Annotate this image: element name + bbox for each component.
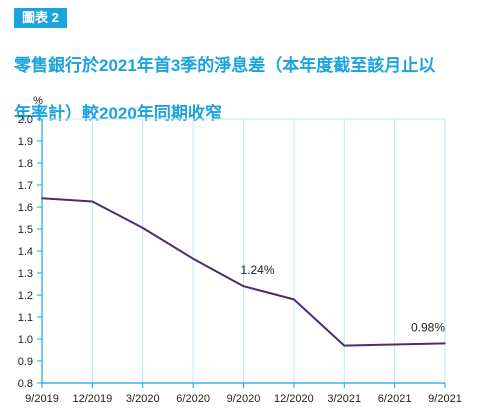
- y-tick-label: 2.0: [18, 114, 33, 126]
- y-tick-label: 1.4: [18, 246, 33, 258]
- y-tick-label: 1.0: [18, 334, 33, 346]
- x-tick-label: 9/2021: [428, 393, 462, 405]
- x-tick-label: 12/2019: [72, 393, 112, 405]
- x-tick-label: 6/2020: [176, 393, 210, 405]
- y-tick-label: 1.6: [18, 202, 33, 214]
- chart-title: 零售銀行於2021年首3季的淨息差（本年度截至該月止以 年率計）較2020年同期…: [14, 30, 470, 126]
- data-point: [444, 342, 446, 345]
- y-tick-label: 1.8: [18, 158, 33, 170]
- y-tick-label: 1.5: [18, 224, 33, 236]
- y-tick-label: 1.1: [18, 312, 33, 324]
- title-line-1: 零售銀行於2021年首3季的淨息差（本年度截至該月止以: [14, 56, 436, 75]
- y-tick-label: 0.8: [18, 378, 33, 390]
- x-tick-label: 6/2021: [378, 393, 412, 405]
- x-tick-label: 12/2020: [274, 393, 314, 405]
- y-tick-label: 1.9: [18, 136, 33, 148]
- x-tick-label: 9/2019: [25, 393, 59, 405]
- data-point: [192, 257, 194, 260]
- x-tick-label: 3/2020: [126, 393, 160, 405]
- data-point: [393, 343, 396, 346]
- data-point: [293, 298, 295, 301]
- data-point: [141, 227, 144, 229]
- data-label: 0.98%: [411, 320, 445, 334]
- y-tick-label: 1.7: [18, 180, 33, 192]
- data-point: [242, 285, 245, 288]
- data-point: [41, 197, 43, 199]
- y-axis-unit: %: [33, 95, 43, 107]
- figure-badge: 圖表 2: [14, 8, 67, 28]
- y-tick-label: 1.3: [18, 268, 33, 280]
- data-point: [343, 344, 346, 347]
- x-tick-label: 9/2020: [227, 393, 261, 405]
- data-label: 1.24%: [240, 263, 274, 277]
- data-point: [91, 200, 94, 203]
- y-tick-label: 0.9: [18, 356, 33, 368]
- y-tick-label: 1.2: [18, 290, 33, 302]
- title-line-2: 年率計）較2020年同期收窄: [14, 104, 222, 123]
- x-tick-label: 3/2021: [327, 393, 361, 405]
